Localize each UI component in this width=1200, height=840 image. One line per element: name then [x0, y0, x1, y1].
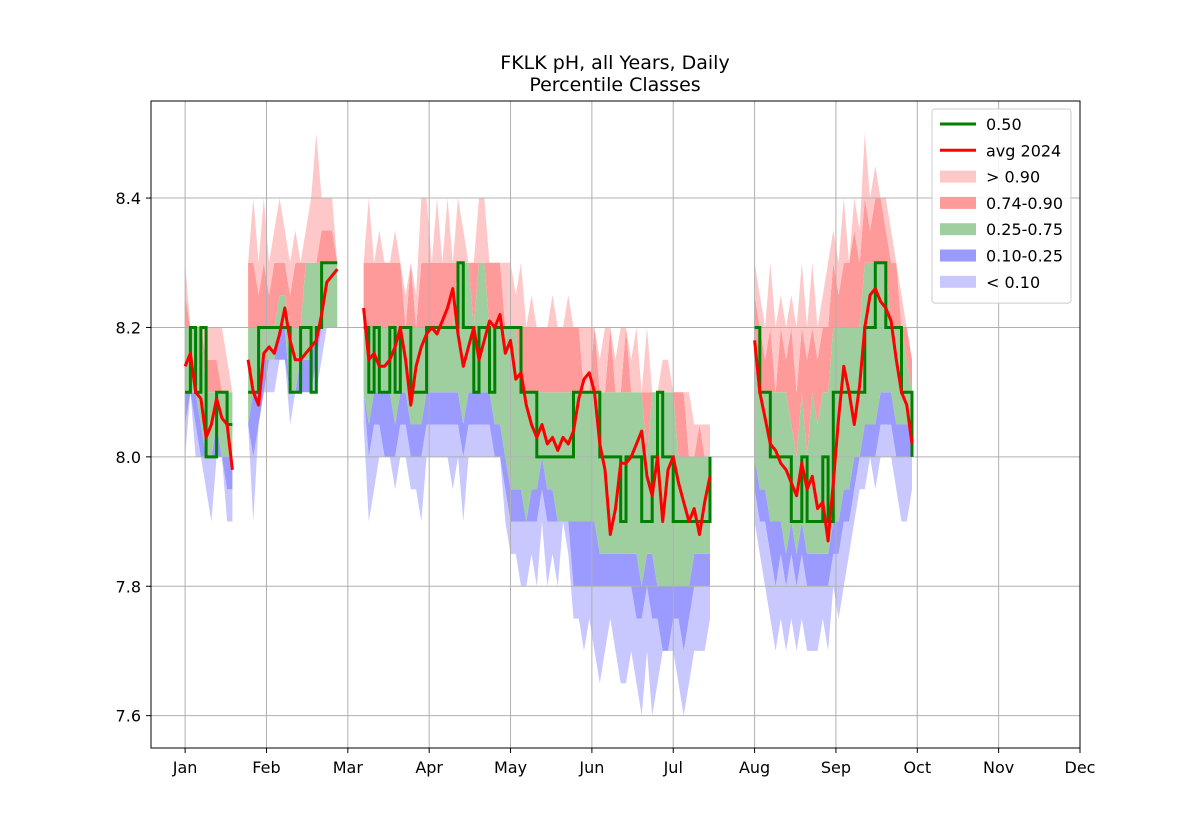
x-tick-label: Oct	[903, 758, 931, 777]
x-tick-label: Jul	[663, 758, 683, 777]
x-tick-label: Apr	[415, 758, 443, 777]
legend-swatch	[940, 275, 976, 288]
band-74-90-seg1	[185, 295, 233, 393]
y-tick-label: 8.0	[116, 448, 141, 467]
series-lines	[183, 261, 914, 543]
x-tick-label: Jan	[172, 758, 198, 777]
legend-label: < 0.10	[986, 273, 1040, 292]
y-tick-label: 7.8	[116, 577, 141, 596]
legend-label: 0.74-0.90	[986, 194, 1063, 213]
avg-2024-line-seg4	[753, 287, 914, 543]
legend-label: 0.10-0.25	[986, 247, 1063, 266]
x-tick-label: Jun	[578, 758, 604, 777]
avg-2024-line-seg3	[362, 287, 712, 536]
legend-swatch	[940, 170, 976, 183]
x-tick-label: Nov	[983, 758, 1014, 777]
legend: 0.50 avg 2024 > 0.90 0.74-0.90 0.25-0.75 0.10…	[931, 108, 1072, 304]
y-axis: 7.6 7.8 8.0 8.2 8.4	[116, 189, 151, 726]
chart-title: FKLK pH, all Years, Daily	[500, 52, 729, 74]
x-tick-label: Feb	[252, 758, 280, 777]
band-74-90-seg2	[248, 230, 338, 328]
legend-label: 0.50	[986, 115, 1022, 134]
chart-subtitle: Percentile Classes	[529, 74, 700, 96]
x-tick-label: Aug	[739, 758, 770, 777]
band-below-10-seg4	[754, 424, 912, 651]
x-tick-label: Dec	[1065, 758, 1096, 777]
band-74-90-seg3	[363, 262, 710, 457]
plot-frame	[150, 100, 1081, 749]
x-tick-label: Sep	[821, 758, 851, 777]
band-above-90-seg2	[248, 133, 338, 296]
legend-swatch	[940, 249, 976, 262]
avg-2024-line-seg1	[183, 351, 234, 470]
legend-label: avg 2024	[986, 141, 1061, 160]
band-above-90-seg1	[185, 262, 233, 393]
avg-2024-line-seg2	[246, 268, 339, 407]
x-tick-label: May	[494, 758, 527, 777]
x-tick-label: Mar	[333, 758, 364, 777]
y-tick-label: 7.6	[116, 707, 141, 726]
x-axis: Jan Feb Mar Apr May Jun Jul Aug Sep Oct Nov Dec	[172, 748, 1096, 777]
median-line-seg1	[185, 326, 233, 459]
band-below-10-seg3	[363, 392, 710, 716]
band-below-10-seg1	[185, 392, 233, 522]
band-10-25-seg1	[185, 392, 233, 490]
band-25-75-seg2	[248, 262, 338, 425]
y-tick-label: 8.4	[116, 189, 141, 208]
band-10-25-seg4	[754, 392, 912, 587]
legend-swatch	[940, 196, 976, 209]
legend-label: 0.25-0.75	[986, 220, 1063, 239]
legend-label: > 0.90	[986, 168, 1040, 187]
y-tick-label: 8.2	[116, 318, 141, 337]
legend-swatch	[940, 223, 976, 236]
median-line-seg3	[363, 261, 712, 523]
